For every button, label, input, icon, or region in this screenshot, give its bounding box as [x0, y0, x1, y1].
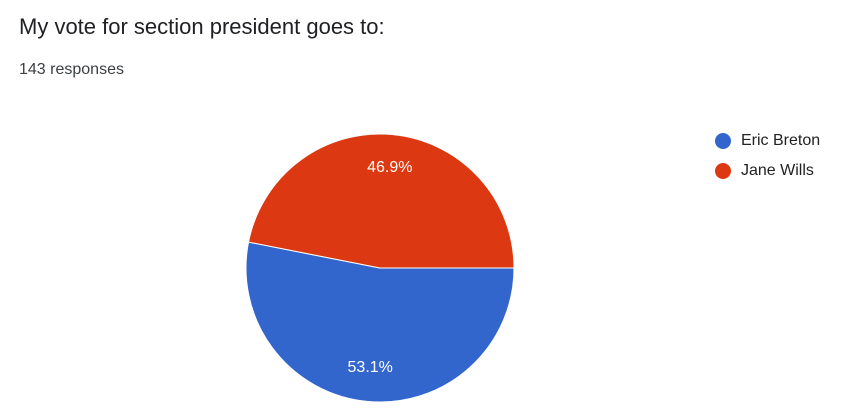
pie-slice [247, 133, 515, 269]
legend-marker [715, 133, 731, 149]
legend-label: Eric Breton [741, 132, 820, 149]
chart-title: My vote for section president goes to: [19, 14, 385, 39]
legend-label: Jane Wills [741, 162, 814, 179]
chart-subtitle: 143 responses [19, 61, 124, 78]
slice-label: 46.9% [367, 159, 412, 176]
pie-slice [245, 241, 515, 403]
legend-marker [715, 163, 731, 179]
slice-label: 53.1% [348, 359, 393, 376]
